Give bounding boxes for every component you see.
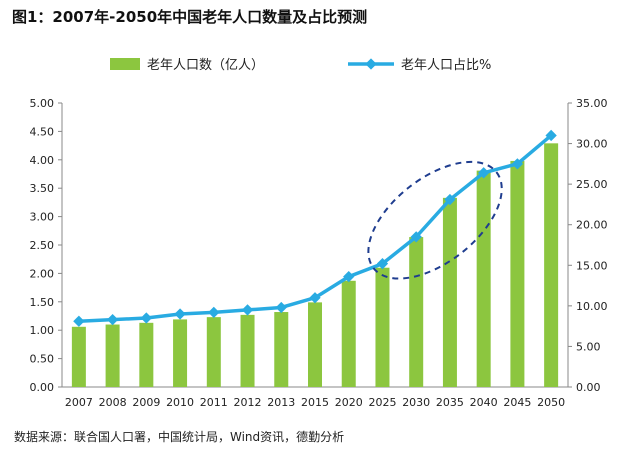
- line-point: [208, 306, 220, 319]
- y-right-tick-label: 10.00: [576, 300, 608, 313]
- y-left-tick-label: 0.50: [30, 353, 55, 366]
- x-tick-label: 2012: [234, 396, 262, 409]
- x-tick-label: 2045: [503, 396, 531, 409]
- x-tick-label: 2050: [537, 396, 565, 409]
- y-left-tick-label: 0.00: [30, 381, 55, 394]
- bar: [510, 160, 525, 387]
- y-right-tick-label: 25.00: [576, 178, 608, 191]
- highlight-ellipse: [367, 160, 503, 280]
- x-tick-label: 2035: [436, 396, 464, 409]
- bar: [105, 324, 120, 387]
- x-tick-label: 2030: [402, 396, 430, 409]
- y-left-tick-label: 2.50: [30, 239, 55, 252]
- bar: [173, 319, 188, 387]
- bar-series: [71, 143, 559, 387]
- legend-bar-label: 老年人口数（亿人）: [147, 58, 264, 73]
- x-tick-label: 2011: [200, 396, 228, 409]
- bar: [544, 143, 559, 387]
- legend: 老年人口数（亿人） 老年人口占比%: [110, 58, 491, 73]
- y-right-tick-label: 0.00: [576, 381, 601, 394]
- x-tick-label: 2025: [368, 396, 396, 409]
- y-right-tick-label: 5.00: [576, 340, 601, 353]
- line-point: [545, 129, 557, 142]
- bar: [274, 312, 289, 387]
- bar: [139, 322, 154, 387]
- x-tick-label: 2013: [267, 396, 295, 409]
- y-left-tick-label: 4.00: [30, 154, 55, 167]
- bar: [341, 280, 356, 387]
- y-left-tick-label: 2.00: [30, 267, 55, 280]
- bar: [409, 237, 424, 387]
- x-tick-label: 2008: [99, 396, 127, 409]
- bar: [240, 314, 255, 387]
- line-point: [275, 301, 287, 314]
- annotation: [367, 160, 503, 280]
- y-left-tick-label: 5.00: [30, 97, 55, 110]
- line-point: [309, 292, 321, 304]
- bar: [476, 170, 491, 387]
- line-point: [376, 258, 389, 270]
- line-point: [241, 304, 254, 316]
- y-left-tick-label: 1.50: [30, 296, 55, 309]
- y-right-tick-label: 20.00: [576, 219, 608, 232]
- line-point: [140, 312, 152, 324]
- line-point: [478, 167, 490, 179]
- y-left-tick-label: 3.00: [30, 211, 55, 224]
- y-left-tick-label: 1.00: [30, 324, 55, 337]
- bar: [308, 302, 322, 387]
- y-right-tick-label: 35.00: [576, 97, 608, 110]
- x-tick-label: 2040: [470, 396, 498, 409]
- x-tick-label: 2007: [65, 396, 93, 409]
- line-point: [174, 308, 186, 320]
- source-note: 数据来源：联合国人口署，中国统计局，Wind资讯，德勤分析: [14, 430, 345, 444]
- y-left-tick-label: 4.50: [30, 125, 55, 138]
- x-tick-label: 2009: [132, 396, 160, 409]
- bar: [71, 326, 86, 387]
- legend-line-label: 老年人口占比%: [401, 58, 491, 73]
- line-point: [511, 158, 524, 170]
- line-point: [73, 315, 85, 327]
- bar: [442, 197, 457, 387]
- line-series: [73, 129, 557, 327]
- y-right-tick-label: 15.00: [576, 259, 608, 272]
- bar: [375, 267, 390, 387]
- x-tick-label: 2020: [335, 396, 363, 409]
- legend-bar-swatch: [110, 58, 140, 70]
- line-point: [106, 313, 119, 326]
- line-point: [444, 193, 456, 206]
- line-point: [410, 231, 422, 243]
- chart-title: 图1：2007年-2050年中国老年人口数量及占比预测: [12, 8, 368, 26]
- y-left-tick-label: 3.50: [30, 182, 55, 195]
- bar: [206, 317, 221, 387]
- x-tick-label: 2010: [166, 396, 194, 409]
- x-tick-label: 2015: [301, 396, 329, 409]
- y-right-tick-label: 30.00: [576, 138, 608, 151]
- line-point: [343, 270, 355, 283]
- legend-line-marker: [365, 58, 377, 70]
